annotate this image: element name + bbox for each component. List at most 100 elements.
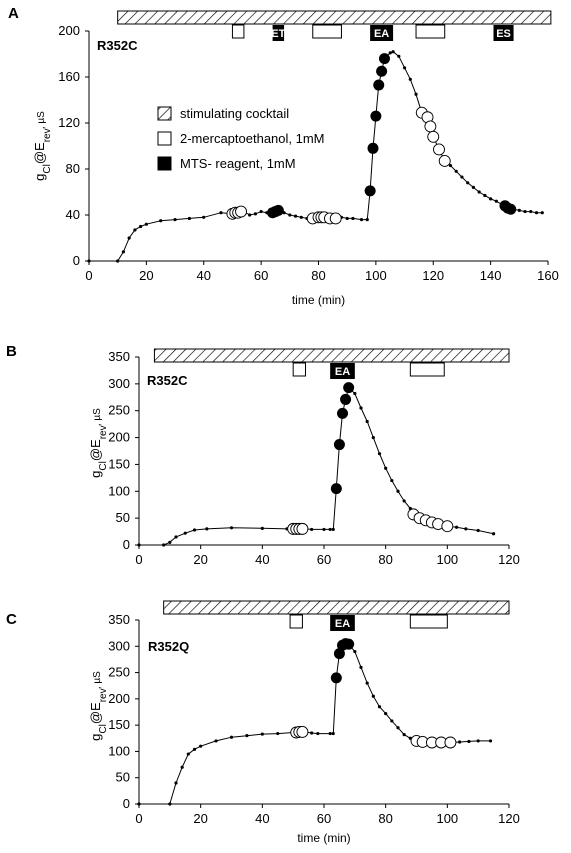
- open-marker: [427, 130, 440, 143]
- mercaptoethanol-bar: [231, 24, 245, 39]
- mutant-label: R352Q: [148, 639, 189, 654]
- data-point: [259, 209, 263, 214]
- data-point: [293, 214, 298, 218]
- data-point: [168, 802, 172, 806]
- data-point: [464, 527, 468, 531]
- series-line: [139, 643, 491, 805]
- y-axis-title-part: , µS: [92, 671, 103, 689]
- data-point: [371, 435, 375, 440]
- data-point: [331, 731, 335, 736]
- mutant-label: R352C: [147, 373, 188, 388]
- filled-marker: [364, 185, 376, 197]
- y-tick-label: 100: [108, 743, 130, 758]
- x-tick-label: 100: [365, 268, 387, 283]
- x-tick-label: 120: [498, 552, 520, 567]
- x-tick-label: 80: [378, 811, 392, 826]
- data-point: [137, 802, 141, 806]
- x-tick-label: 0: [135, 552, 142, 567]
- data-point: [310, 731, 314, 735]
- filled-marker: [343, 638, 355, 650]
- filled-marker: [370, 110, 382, 122]
- y-tick-label: 50: [116, 510, 130, 525]
- cocktail-bar: [153, 348, 510, 363]
- data-point: [186, 752, 190, 756]
- data-point: [414, 92, 418, 96]
- data-point: [365, 218, 369, 222]
- y-tick-label: 250: [108, 403, 130, 418]
- data-point: [402, 499, 406, 503]
- filled-marker: [373, 79, 385, 91]
- data-point: [192, 528, 197, 532]
- data-point: [384, 466, 388, 470]
- y-tick-label: 120: [58, 115, 80, 130]
- y-tick-label: 40: [66, 207, 80, 222]
- mercaptoethanol-bar: [415, 24, 446, 39]
- data-point: [187, 216, 192, 221]
- y-axis-title-part: rev: [98, 688, 109, 702]
- filled-marker: [330, 483, 342, 495]
- filled-marker: [376, 65, 388, 77]
- data-point: [351, 216, 355, 221]
- mts-bar-label: ET: [271, 28, 285, 40]
- mercaptoethanol-bar: [409, 614, 448, 629]
- y-axis-title-part: g: [88, 471, 103, 478]
- filled-marker: [337, 407, 348, 419]
- mts-bar: [330, 615, 355, 631]
- x-tick-label: 80: [311, 268, 325, 283]
- mutant-label: R352C: [97, 38, 138, 53]
- panel-letter: B: [6, 343, 17, 360]
- data-point: [390, 478, 394, 483]
- data-point: [353, 649, 357, 654]
- y-tick-label: 250: [108, 665, 130, 680]
- y-tick-label: 50: [116, 770, 130, 785]
- data-point: [540, 211, 544, 215]
- y-axis-title-part: g: [32, 174, 47, 181]
- data-point: [448, 163, 453, 168]
- x-tick-label: 20: [193, 552, 207, 567]
- x-tick-label: 60: [317, 552, 331, 567]
- x-tick-label: 80: [378, 552, 392, 567]
- data-point: [477, 190, 481, 194]
- data-point: [245, 734, 249, 738]
- open-marker: [444, 736, 457, 749]
- y-axis-title-part: g: [88, 734, 103, 741]
- x-tick-label: 160: [537, 268, 559, 283]
- data-point: [87, 259, 91, 263]
- data-point: [458, 740, 462, 744]
- x-tick-label: 40: [255, 552, 269, 567]
- panel-c: C R352Q 0 20 40 60 80 100 120 0 50 100 150 200 250 300 3…: [6, 600, 520, 845]
- open-marker: [441, 520, 454, 533]
- open-marker: [296, 522, 309, 535]
- filled-marker: [340, 393, 352, 405]
- x-tick-label: 0: [135, 811, 142, 826]
- data-point: [488, 739, 493, 743]
- data-point: [534, 211, 539, 215]
- open-marker: [235, 205, 247, 218]
- y-axis-title: gCl@Erev, µS: [88, 671, 109, 741]
- y-tick-label: 300: [108, 376, 130, 391]
- x-tick-label: 60: [317, 811, 331, 826]
- data-point: [159, 219, 163, 223]
- y-tick-label: 150: [108, 717, 130, 732]
- legend-swatch: [157, 106, 172, 121]
- data-point: [248, 213, 252, 217]
- cocktail-bar: [163, 600, 510, 615]
- mts-bar: [330, 363, 355, 379]
- data-point: [476, 528, 480, 533]
- y-tick-label: 350: [108, 612, 130, 627]
- y-tick-label: 160: [58, 69, 80, 84]
- x-tick-label: 100: [436, 552, 458, 567]
- data-point: [359, 665, 363, 669]
- data-point: [397, 54, 401, 58]
- mercaptoethanol-bar: [312, 24, 342, 39]
- panel-letter: A: [8, 5, 19, 22]
- data-point: [229, 526, 234, 530]
- y-axis-title-part: , µS: [36, 111, 47, 129]
- mts-bar: [272, 25, 285, 41]
- y-tick-label: 200: [58, 23, 80, 38]
- data-point: [328, 731, 332, 736]
- data-point: [121, 250, 126, 254]
- data-point: [162, 543, 166, 547]
- filled-marker: [505, 203, 517, 215]
- open-marker: [438, 154, 451, 167]
